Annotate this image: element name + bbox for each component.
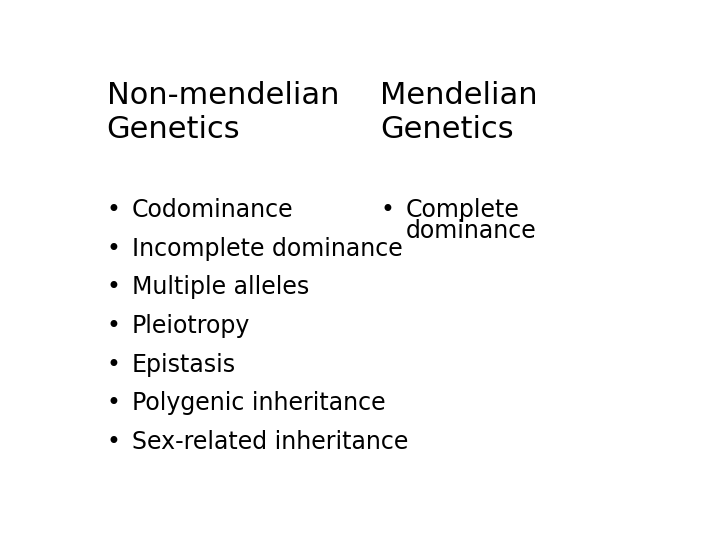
Text: •: •	[107, 353, 121, 376]
Text: Multiple alleles: Multiple alleles	[132, 275, 309, 299]
Text: •: •	[107, 430, 121, 454]
Text: •: •	[380, 198, 394, 222]
Text: Pleiotropy: Pleiotropy	[132, 314, 251, 338]
Text: Polygenic inheritance: Polygenic inheritance	[132, 391, 385, 415]
Text: •: •	[107, 275, 121, 299]
Text: •: •	[107, 314, 121, 338]
Text: •: •	[107, 391, 121, 415]
Text: Codominance: Codominance	[132, 198, 294, 222]
Text: •: •	[107, 198, 121, 222]
Text: Epistasis: Epistasis	[132, 353, 236, 376]
Text: Mendelian
Genetics: Mendelian Genetics	[380, 82, 538, 144]
Text: Complete: Complete	[405, 198, 519, 222]
Text: Incomplete dominance: Incomplete dominance	[132, 237, 402, 260]
Text: Non-mendelian
Genetics: Non-mendelian Genetics	[107, 82, 339, 144]
Text: dominance: dominance	[405, 219, 536, 243]
Text: Sex-related inheritance: Sex-related inheritance	[132, 430, 408, 454]
Text: •: •	[107, 237, 121, 260]
